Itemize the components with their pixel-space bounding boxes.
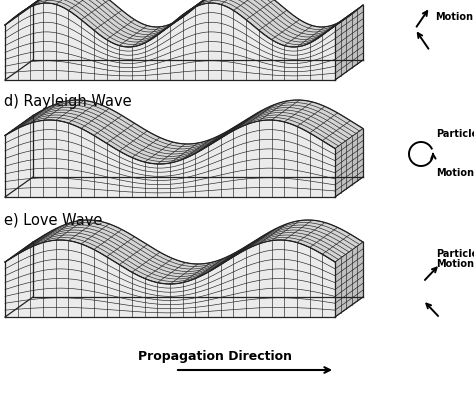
Text: e) Love Wave: e) Love Wave bbox=[4, 212, 102, 227]
Polygon shape bbox=[5, 100, 363, 164]
Text: d) Rayleigh Wave: d) Rayleigh Wave bbox=[4, 94, 132, 109]
Polygon shape bbox=[335, 5, 363, 80]
Polygon shape bbox=[5, 240, 335, 317]
Text: Motion: Motion bbox=[436, 168, 474, 178]
Text: Particle: Particle bbox=[436, 129, 474, 139]
Polygon shape bbox=[335, 242, 363, 317]
Polygon shape bbox=[335, 129, 363, 197]
Polygon shape bbox=[5, 3, 335, 80]
Text: Motion: Motion bbox=[435, 12, 473, 22]
Text: Motion: Motion bbox=[436, 259, 474, 269]
Polygon shape bbox=[5, 0, 363, 47]
Polygon shape bbox=[5, 120, 335, 197]
Text: Particle: Particle bbox=[436, 249, 474, 259]
Text: Propagation Direction: Propagation Direction bbox=[138, 350, 292, 363]
Polygon shape bbox=[5, 220, 363, 284]
